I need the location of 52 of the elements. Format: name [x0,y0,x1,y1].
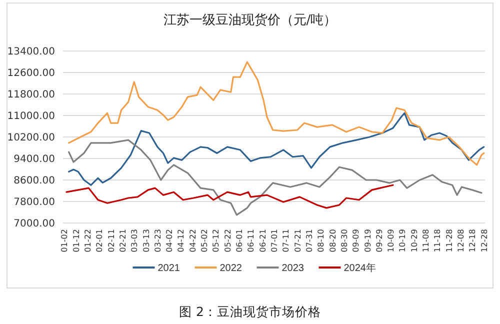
x-tick-label: 04-02 [165,229,174,252]
x-tick-label: 09-19 [363,229,372,252]
x-tick-label: 08-20 [328,229,338,252]
x-tick-label: 07-31 [304,229,314,252]
x-tick-label: 02-11 [106,229,116,252]
x-tick-label: 10-29 [410,229,419,252]
legend-label: 2021 [158,263,180,274]
x-tick-label: 02-21 [118,229,128,252]
legend-label: 2024年 [344,262,376,274]
legend-label: 2022 [220,263,242,274]
y-tick-label: 13400.00 [7,46,55,58]
x-tick-label: 03-03 [130,229,140,252]
x-tick-label: 03-13 [142,229,151,252]
x-tick-label: 01-12 [72,229,81,252]
x-tick-label: 05-12 [212,229,221,252]
y-tick-label: 8600.00 [14,176,55,186]
x-tick-label: 02-01 [95,229,104,252]
chart-title: 江苏一级豆油现货价（元/吨） [163,13,337,28]
y-tick-label: 9400.00 [14,154,55,165]
x-tick-label: 04-12 [176,229,186,252]
x-tick-label: 07-21 [293,229,302,252]
x-tick-label: 10-09 [386,229,396,252]
y-tick-label: 11000.00 [7,111,55,122]
x-tick-label: 11-28 [444,229,454,252]
y-tick-label: 7000.00 [14,218,55,230]
x-tick-label: 06-01 [235,229,244,252]
x-tick-label: 03-23 [153,229,162,252]
x-tick-label: 12-08 [456,229,466,252]
x-tick-label: 06-21 [258,229,268,252]
x-tick-label: 05-22 [223,229,232,252]
x-tick-label: 06-11 [246,229,256,252]
x-tick-label: 09-29 [374,229,384,252]
legend-label: 2023 [282,263,304,274]
x-tick-label: 09-09 [352,229,361,252]
x-tick-label: 11-18 [433,229,442,252]
x-tick-label: 07-11 [282,229,291,252]
y-tick-label: 7800.00 [14,197,55,208]
x-tick-label: 07-01 [270,229,279,252]
x-tick-label: 04-22 [188,229,198,252]
x-tick-label: 01-02 [60,229,70,252]
x-tick-label: 08-10 [316,229,326,252]
y-tick-label: 10200.00 [7,132,55,144]
x-tick-label: 01-22 [83,229,92,252]
caption: 图 2：豆油现货市场价格 [179,304,321,319]
x-tick-label: 12-18 [468,229,478,252]
y-tick-label: 12600.00 [7,68,55,79]
x-tick-label: 08-30 [340,229,349,252]
x-tick-label: 12-28 [480,229,489,252]
x-tick-label: 11-08 [422,229,431,252]
x-tick-label: 10-19 [398,229,408,252]
y-tick-label: 11800.00 [7,90,55,100]
x-tick-label: 05-02 [200,229,210,252]
